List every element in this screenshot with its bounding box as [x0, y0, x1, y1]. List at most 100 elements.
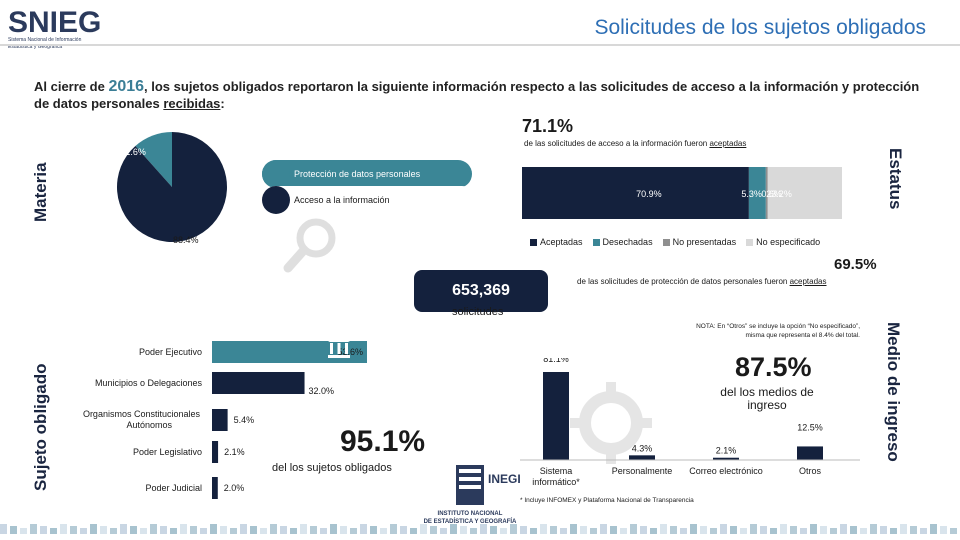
sujeto-value-2: 5.4%: [234, 415, 255, 425]
status-segment-3: [767, 167, 842, 219]
strip-block: [280, 526, 287, 534]
medio-cat-1: Personalmente: [612, 466, 673, 476]
sujeto-cat-3: Poder Legislativo: [133, 447, 202, 457]
sujeto-bar-3: [212, 441, 219, 463]
gear-icon: [570, 382, 652, 464]
medio-bar-0: [543, 372, 569, 460]
estatus-sub-datos: de las solicitudes de protección de dato…: [577, 277, 827, 286]
medio-cat-3: Otros: [799, 466, 822, 476]
strip-block: [60, 524, 67, 534]
intro-part-1: Al cierre de: [34, 79, 109, 94]
legend-desechadas: Desechadas: [592, 237, 653, 247]
legend-label-acceso: Acceso a la información: [294, 195, 390, 205]
materia-pie-chart: [117, 132, 227, 242]
status-label-1: 5.3%: [741, 189, 762, 199]
strip-block: [670, 526, 677, 534]
strip-block: [860, 528, 867, 534]
strip-block: [790, 526, 797, 534]
intro-paragraph: Al cierre de 2016, los sujetos obligados…: [34, 78, 934, 112]
legend-pill-acceso: Acceso a la información: [262, 186, 476, 214]
strip-block: [40, 526, 47, 534]
medio-value-1: 4.3%: [632, 443, 653, 453]
sujeto-value-4: 2.0%: [224, 483, 245, 493]
strip-block: [200, 528, 207, 534]
title-divider: [0, 44, 960, 46]
strip-block: [750, 524, 757, 534]
pie-label-datos: 11.6%: [121, 147, 146, 157]
sujeto-bar-chart: Poder Ejecutivo 53.6% Municipios o Delegac…: [83, 341, 367, 499]
strip-block: [720, 524, 727, 534]
strip-block: [300, 524, 307, 534]
strip-block: [470, 528, 477, 534]
strip-block: [250, 526, 257, 534]
strip-block: [390, 524, 397, 534]
strip-block: [430, 526, 437, 534]
strip-block: [440, 528, 447, 534]
logo-sub-2: Estadística y Geográfica: [8, 44, 62, 50]
intro-underlined: recibidas: [163, 96, 221, 111]
medio-footnote: * Incluye INFOMEX y Plataforma Nacional …: [520, 497, 694, 504]
building-icon: [328, 336, 350, 358]
intro-part-2: , los sujetos obligados reportaron la si…: [34, 79, 920, 111]
strip-block: [820, 526, 827, 534]
pie-label-acceso: 88.4%: [173, 235, 199, 245]
sujeto-cat-4: Poder Judicial: [145, 483, 202, 493]
strip-block: [730, 526, 737, 534]
medio-text: Medio de ingreso: [884, 322, 903, 462]
side-label-estatus: Estatus: [878, 140, 918, 230]
sujeto-sub: del los sujetos obligados: [272, 462, 392, 474]
sujeto-value-0: 53.6%: [337, 347, 363, 357]
strip-block: [680, 528, 687, 534]
medio-bar-2: [713, 457, 739, 460]
strip-block: [480, 524, 487, 534]
sujeto-cat-0: Poder Ejecutivo: [139, 347, 202, 357]
status-segment-2: [765, 167, 768, 219]
strip-block: [0, 524, 7, 534]
status-label-2: 0.6%: [761, 189, 782, 199]
medio-bar-1: [629, 455, 655, 460]
strip-block: [520, 526, 527, 534]
strip-block: [190, 526, 197, 534]
strip-block: [10, 526, 17, 534]
estatus-pct-datos: 69.5%: [834, 256, 877, 273]
strip-block: [20, 528, 27, 534]
strip-block: [900, 524, 907, 534]
strip-block: [650, 528, 657, 534]
strip-block: [810, 524, 817, 534]
medio-cat-0-a: Sistema: [540, 466, 573, 476]
strip-block: [770, 528, 777, 534]
intro-part-3: :: [220, 96, 225, 111]
strip-block: [710, 528, 717, 534]
medio-value-0: 81.1%: [543, 358, 569, 364]
nota-text: NOTA: En “Otros” se incluye la opción “N…: [650, 322, 860, 340]
strip-block: [460, 526, 467, 534]
sujeto-bar-4: [212, 477, 218, 499]
strip-block: [620, 528, 627, 534]
strip-block: [290, 528, 297, 534]
strip-block: [780, 524, 787, 534]
logo-sub-1: Sistema Nacional de Información: [8, 37, 82, 43]
strip-block: [180, 524, 187, 534]
strip-block: [90, 524, 97, 534]
strip-block: [360, 524, 367, 534]
strip-block: [930, 524, 937, 534]
medio-value-2: 2.1%: [716, 446, 737, 456]
strip-block: [130, 526, 137, 534]
strip-block: [830, 528, 837, 534]
strip-block: [230, 528, 237, 534]
strip-block: [330, 524, 337, 534]
status-label-0: 70.9%: [636, 189, 662, 199]
strip-block: [150, 524, 157, 534]
estatus-legend: Aceptadas Desechadas No presentadas No e…: [530, 237, 820, 247]
legend-no-especificado: No especificado: [746, 237, 820, 247]
pie-slice-0: [135, 132, 172, 187]
strip-block: [600, 524, 607, 534]
medio-sub: del los medios de ingreso: [720, 385, 814, 412]
estatus-sub-underlined: aceptadas: [709, 139, 747, 148]
status-label-3: 23.2%: [766, 189, 792, 199]
strip-block: [320, 528, 327, 534]
strip-block: [540, 524, 547, 534]
strip-block: [640, 526, 647, 534]
medio-cat-2: Correo electrónico: [689, 466, 763, 476]
strip-block: [490, 526, 497, 534]
